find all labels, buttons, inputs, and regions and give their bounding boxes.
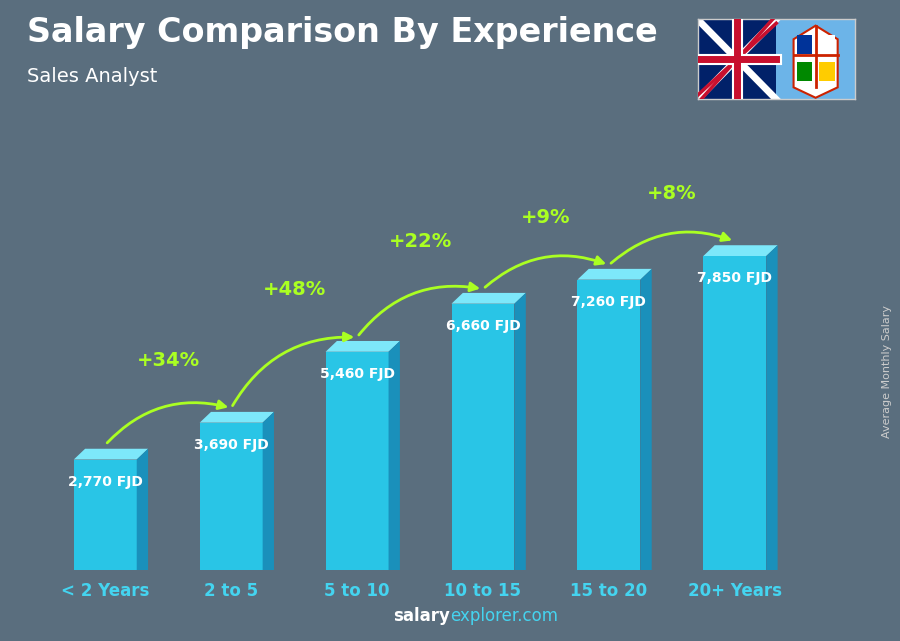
Text: explorer.com: explorer.com xyxy=(450,607,558,625)
Polygon shape xyxy=(74,460,137,570)
Polygon shape xyxy=(641,269,652,570)
Polygon shape xyxy=(326,341,400,352)
Text: Average Monthly Salary: Average Monthly Salary xyxy=(881,305,892,438)
Text: 2,770 FJD: 2,770 FJD xyxy=(68,475,143,489)
Text: +34%: +34% xyxy=(137,351,200,370)
Polygon shape xyxy=(515,293,526,570)
Polygon shape xyxy=(819,35,834,54)
Polygon shape xyxy=(794,26,838,98)
Polygon shape xyxy=(703,246,778,256)
Polygon shape xyxy=(137,449,148,570)
Text: +48%: +48% xyxy=(263,279,326,299)
Polygon shape xyxy=(326,352,389,570)
Polygon shape xyxy=(698,19,776,99)
Polygon shape xyxy=(452,304,515,570)
Text: +22%: +22% xyxy=(389,231,452,251)
Polygon shape xyxy=(703,256,766,570)
Text: 7,260 FJD: 7,260 FJD xyxy=(572,295,646,309)
Text: Sales Analyst: Sales Analyst xyxy=(27,67,158,87)
Polygon shape xyxy=(200,412,274,422)
Polygon shape xyxy=(819,62,834,81)
Text: 5,460 FJD: 5,460 FJD xyxy=(320,367,394,381)
Polygon shape xyxy=(766,246,778,570)
Text: 3,690 FJD: 3,690 FJD xyxy=(194,438,268,452)
Text: +8%: +8% xyxy=(647,184,697,203)
Text: 7,850 FJD: 7,850 FJD xyxy=(698,271,772,285)
Polygon shape xyxy=(578,279,641,570)
Polygon shape xyxy=(74,449,148,460)
Text: +9%: +9% xyxy=(521,208,571,226)
Polygon shape xyxy=(578,269,652,279)
Text: 6,660 FJD: 6,660 FJD xyxy=(446,319,520,333)
Polygon shape xyxy=(796,62,813,81)
Polygon shape xyxy=(200,422,263,570)
Polygon shape xyxy=(796,35,813,54)
Polygon shape xyxy=(263,412,274,570)
Polygon shape xyxy=(389,341,400,570)
Text: Salary Comparison By Experience: Salary Comparison By Experience xyxy=(27,16,658,49)
Polygon shape xyxy=(452,293,526,304)
Text: salary: salary xyxy=(393,607,450,625)
